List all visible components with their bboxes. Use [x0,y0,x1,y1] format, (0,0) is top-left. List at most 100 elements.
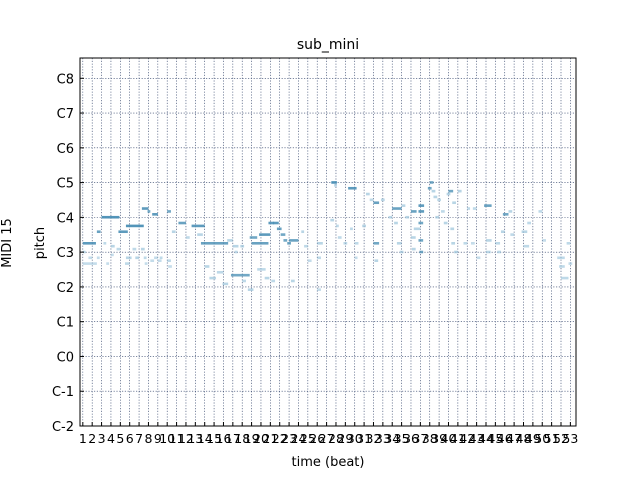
x-tick-label: 52 [553,431,569,446]
x-tick-label: 23 [281,431,297,446]
note-mark [348,186,357,190]
note-mark [140,247,145,251]
note-mark [230,273,250,277]
note-mark [472,207,477,210]
note-mark [433,195,438,199]
note-mark [317,256,321,260]
note-mark [200,242,229,245]
x-tick-label: 50 [534,431,550,446]
note-mark [159,256,163,260]
x-tick-label: 5 [116,431,124,446]
note-mark [373,201,380,205]
note-mark [222,282,229,286]
note-mark [280,233,286,236]
note-mark [132,247,137,251]
note-mark [147,210,151,213]
note-mark [470,242,475,245]
x-axis-ticks: 1 2 3 4 5 6 7 8 91011121314151617181920212223242… [79,422,578,446]
note-mark [485,239,492,242]
note-mark [167,210,171,213]
x-tick-label: 21 [262,431,278,446]
x-tick-label: 49 [525,431,541,446]
x-tick-label: 6 [126,431,134,446]
note-mark [96,230,101,234]
x-tick-label: 14 [197,431,213,446]
x-tick-label: 44 [478,431,494,446]
x-tick-label: 22 [272,431,288,446]
note-mark [440,210,445,213]
y-axis-ticks: C-2 C-1 C0 C1 C2 C3 C4 C5 C6 C7 C8 [52,72,84,435]
note-mark [354,242,359,245]
note-mark [106,262,110,265]
note-mark [510,233,515,236]
note-mark [429,181,434,184]
x-tick-label: 32 [366,431,382,446]
note-mark [451,242,456,245]
x-tick-label: 27 [319,431,335,446]
note-mark [373,242,380,245]
note-mark [125,256,132,260]
x-tick-label: 10 [159,431,175,446]
grid-lines [80,58,576,427]
note-mark [259,233,271,236]
note-mark [88,256,93,260]
x-tick-label: 1 [79,431,87,446]
note-mark [240,244,245,248]
x-tick-label: 3 [98,431,106,446]
note-mark [82,242,96,245]
note-mark [290,279,295,283]
y-tick-label: C-1 [52,385,74,400]
note-mark [330,218,335,222]
x-tick-label: 29 [337,431,353,446]
note-mark [527,221,531,225]
x-tick-label: 12 [178,431,194,446]
note-mark [452,201,456,205]
y-tick-label: C1 [57,316,74,331]
note-mark [337,236,342,239]
note-mark [354,256,358,260]
note-mark [152,213,158,216]
note-mark [369,198,374,202]
note-marks [82,181,573,291]
note-mark [304,244,308,248]
note-mark [457,189,462,193]
note-mark [343,242,348,245]
side-label: MIDI 15 [0,218,15,268]
x-tick-label: 8 [144,431,152,446]
note-mark [495,242,501,245]
note-mark [521,230,528,234]
x-tick-label: 46 [497,431,513,446]
note-mark [392,207,402,210]
note-mark [82,250,86,254]
note-mark [410,236,416,239]
note-mark [125,262,130,265]
note-mark [268,221,275,225]
note-mark [394,221,398,225]
note-mark [150,259,155,262]
note-mark [538,210,543,213]
note-mark [396,242,402,245]
note-mark [388,215,393,219]
x-tick-label: 28 [328,431,344,446]
x-tick-label: 18 [234,431,250,446]
note-mark [335,224,339,228]
x-tick-label: 25 [300,431,316,446]
note-mark [144,262,148,265]
note-mark [418,210,425,213]
note-mark [141,207,149,210]
note-mark [350,227,353,231]
note-mark [559,265,565,268]
x-tick-label: 26 [309,431,325,446]
x-tick-label: 47 [506,431,522,446]
note-mark [171,230,176,234]
note-mark [287,242,291,245]
y-tick-label: C6 [57,142,74,157]
note-mark [154,256,158,260]
note-mark [125,224,144,228]
x-tick-label: 15 [206,431,222,446]
note-mark [234,250,238,254]
x-tick-label: 19 [244,431,260,446]
x-tick-label: 51 [544,431,560,446]
note-mark [497,250,501,254]
x-tick-label: 35 [394,431,410,446]
